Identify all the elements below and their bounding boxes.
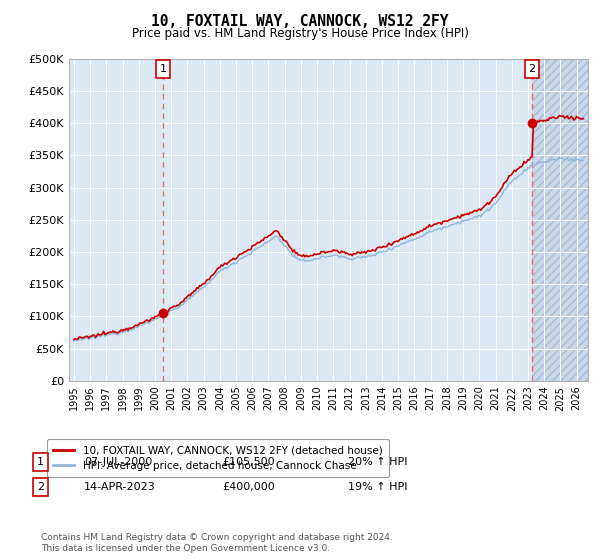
- Text: 2: 2: [529, 64, 536, 74]
- Text: 2: 2: [37, 482, 44, 492]
- Legend: 10, FOXTAIL WAY, CANNOCK, WS12 2FY (detached house), HPI: Average price, detache: 10, FOXTAIL WAY, CANNOCK, WS12 2FY (deta…: [47, 439, 389, 477]
- Text: 19% ↑ HPI: 19% ↑ HPI: [348, 482, 407, 492]
- Text: Price paid vs. HM Land Registry's House Price Index (HPI): Price paid vs. HM Land Registry's House …: [131, 27, 469, 40]
- Bar: [532, 59, 588, 381]
- Text: 10, FOXTAIL WAY, CANNOCK, WS12 2FY: 10, FOXTAIL WAY, CANNOCK, WS12 2FY: [151, 14, 449, 29]
- Text: £105,500: £105,500: [222, 457, 275, 467]
- Text: 1: 1: [160, 64, 167, 74]
- Text: 14-APR-2023: 14-APR-2023: [84, 482, 156, 492]
- Text: 20% ↑ HPI: 20% ↑ HPI: [348, 457, 407, 467]
- Text: 07-JUL-2000: 07-JUL-2000: [84, 457, 152, 467]
- Text: 1: 1: [37, 457, 44, 467]
- Text: £400,000: £400,000: [222, 482, 275, 492]
- Text: Contains HM Land Registry data © Crown copyright and database right 2024.
This d: Contains HM Land Registry data © Crown c…: [41, 533, 392, 553]
